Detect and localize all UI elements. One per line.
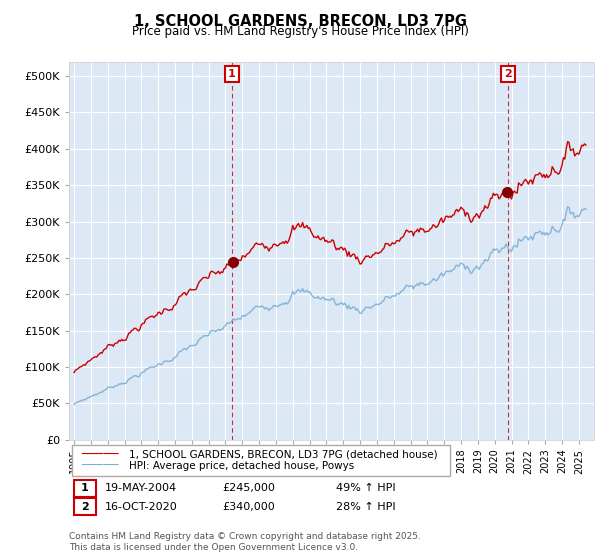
Text: 49% ↑ HPI: 49% ↑ HPI xyxy=(336,483,395,493)
Text: HPI: Average price, detached house, Powys: HPI: Average price, detached house, Powy… xyxy=(129,461,354,471)
Text: £340,000: £340,000 xyxy=(222,502,275,512)
Text: 1, SCHOOL GARDENS, BRECON, LD3 7PG: 1, SCHOOL GARDENS, BRECON, LD3 7PG xyxy=(133,14,467,29)
Text: 2: 2 xyxy=(81,502,89,512)
Text: 19-MAY-2004: 19-MAY-2004 xyxy=(105,483,177,493)
Text: Price paid vs. HM Land Registry's House Price Index (HPI): Price paid vs. HM Land Registry's House … xyxy=(131,25,469,38)
Text: 1: 1 xyxy=(81,483,89,493)
Text: HPI: Average price, detached house, Powys: HPI: Average price, detached house, Powy… xyxy=(129,461,354,471)
Text: ─────: ───── xyxy=(81,448,119,461)
Text: 1: 1 xyxy=(228,69,236,79)
Text: £245,000: £245,000 xyxy=(222,483,275,493)
Text: 1, SCHOOL GARDENS, BRECON, LD3 7PG (detached house): 1, SCHOOL GARDENS, BRECON, LD3 7PG (deta… xyxy=(129,450,437,460)
Text: ─────: ───── xyxy=(81,448,119,461)
Text: 1, SCHOOL GARDENS, BRECON, LD3 7PG (detached house): 1, SCHOOL GARDENS, BRECON, LD3 7PG (deta… xyxy=(129,450,437,460)
Text: 28% ↑ HPI: 28% ↑ HPI xyxy=(336,502,395,512)
Text: ─────: ───── xyxy=(81,459,119,473)
Text: 16-OCT-2020: 16-OCT-2020 xyxy=(105,502,178,512)
Text: ─────: ───── xyxy=(81,459,119,473)
Text: 2: 2 xyxy=(504,69,512,79)
Text: Contains HM Land Registry data © Crown copyright and database right 2025.
This d: Contains HM Land Registry data © Crown c… xyxy=(69,532,421,552)
